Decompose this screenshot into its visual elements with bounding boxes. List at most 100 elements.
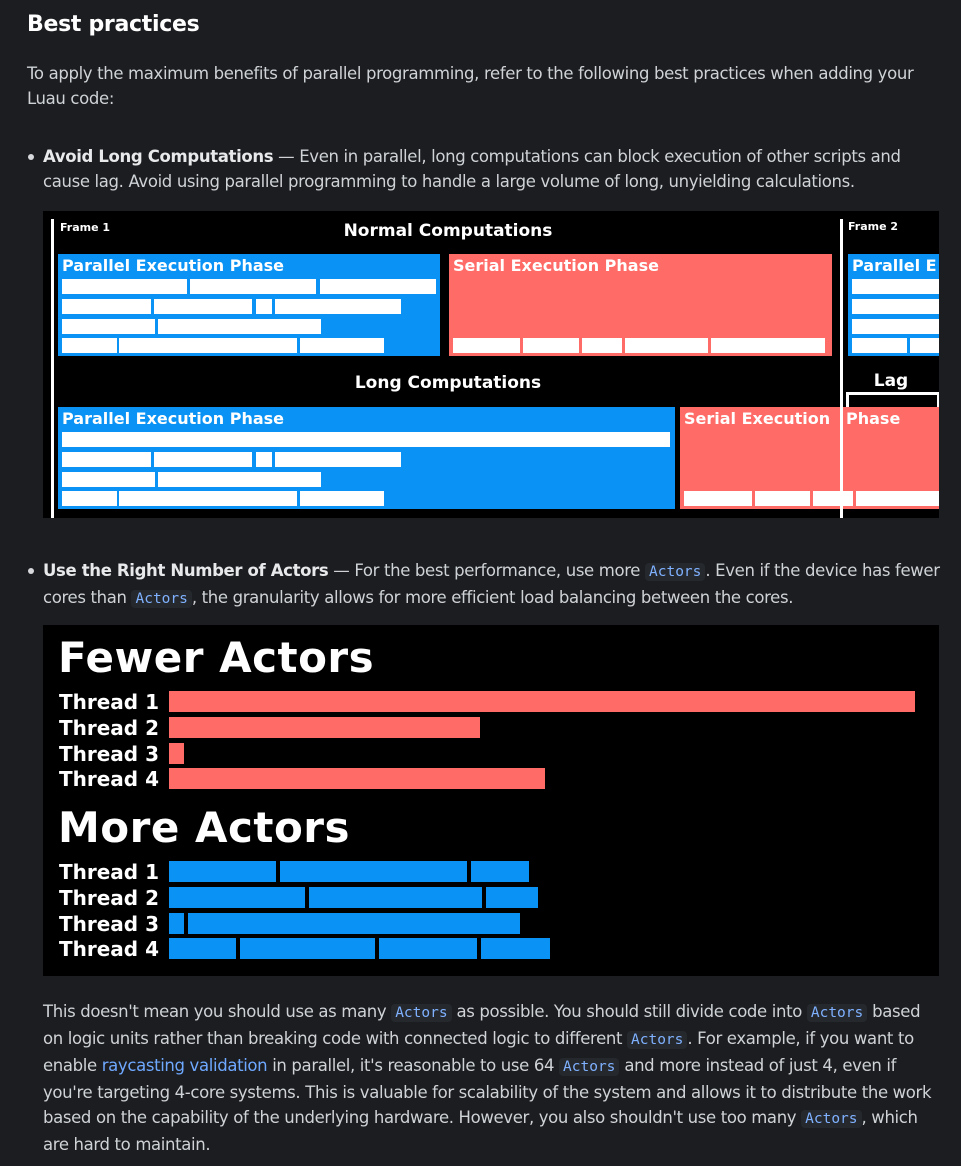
text: based on logic units rather than breakin… xyxy=(43,1002,921,1048)
thread-label: Thread 2 xyxy=(59,886,159,910)
work-block xyxy=(154,299,252,314)
work-block xyxy=(684,491,752,506)
fewer-actors-title: Fewer Actors xyxy=(58,633,375,682)
phase-title: Parallel Execution Phase xyxy=(62,409,285,428)
actor-block xyxy=(379,938,477,959)
actor-block xyxy=(240,938,375,959)
more-actors-title: More Actors xyxy=(58,803,351,852)
long-computations-title: Long Computations xyxy=(354,373,542,393)
actors-code[interactable]: Actors xyxy=(391,1004,452,1022)
work-block xyxy=(62,299,151,314)
work-block xyxy=(62,472,155,487)
intro-paragraph: To apply the maximum benefits of paralle… xyxy=(27,64,914,108)
actor-block xyxy=(481,938,550,959)
phase-title: Parallel Execution Phase xyxy=(62,256,285,275)
thread-label: Thread 3 xyxy=(59,742,159,766)
bullet-dot xyxy=(28,154,34,160)
text: as possible. You should still divide cod… xyxy=(451,1002,807,1021)
actor-block xyxy=(169,861,276,882)
lag-label: Lag xyxy=(873,371,909,391)
bullet-dash: — xyxy=(273,147,300,166)
work-block xyxy=(300,491,384,506)
phase-title-continued: Phase xyxy=(846,409,901,428)
work-block xyxy=(158,472,321,487)
work-block xyxy=(852,279,939,294)
work-block xyxy=(62,319,155,334)
work-block xyxy=(755,491,810,506)
bullet-dot xyxy=(28,568,34,574)
bullet-text: . Even if the device has fewer cores tha… xyxy=(43,561,940,607)
actors-code[interactable]: Actors xyxy=(801,1110,862,1128)
work-block xyxy=(582,338,622,353)
actors-code[interactable]: Actors xyxy=(559,1058,620,1076)
work-block xyxy=(62,452,151,467)
fewer-thread3-bar xyxy=(169,743,184,764)
raycasting-validation-link[interactable]: raycasting validation xyxy=(101,1056,268,1075)
frame1-label: Frame 1 xyxy=(60,221,111,234)
actors-code[interactable]: Actors xyxy=(131,590,192,608)
actor-block xyxy=(169,913,184,934)
normal-serial-phase: Serial Execution Phase xyxy=(449,254,832,356)
frame2-label: Frame 2 xyxy=(848,220,899,233)
text: This doesn't mean you should use as many xyxy=(43,1002,392,1021)
actor-block xyxy=(486,887,538,908)
lag-bracket xyxy=(846,392,939,407)
bullet-text: Even in parallel, long computations can … xyxy=(43,147,901,191)
thread-label: Thread 3 xyxy=(59,912,159,936)
actors-code[interactable]: Actors xyxy=(645,563,706,581)
work-block xyxy=(856,491,939,506)
thread-label: Thread 1 xyxy=(59,690,159,714)
work-block xyxy=(62,338,117,353)
bullet-text: , the granularity allows for more effici… xyxy=(191,588,794,607)
section-heading: Best practices xyxy=(27,12,200,37)
phase-title: Serial Execution xyxy=(684,409,831,428)
phase-title: Serial Execution Phase xyxy=(453,256,659,275)
actors-code[interactable]: Actors xyxy=(627,1031,688,1049)
work-block xyxy=(190,279,316,294)
thread-label: Thread 2 xyxy=(59,716,159,740)
phase-title: Parallel E xyxy=(852,256,937,275)
work-block xyxy=(300,338,384,353)
thread-label: Thread 1 xyxy=(59,860,159,884)
frame2-line-overlay xyxy=(840,407,843,518)
bullet-title: Use the Right Number of Actors xyxy=(43,561,329,580)
thread-label: Thread 4 xyxy=(59,937,159,961)
actor-block xyxy=(188,913,520,934)
actor-block xyxy=(280,861,467,882)
work-block xyxy=(320,279,436,294)
thread-label: Thread 4 xyxy=(59,767,159,791)
bullet-title: Avoid Long Computations xyxy=(43,147,274,166)
bullet-dash: — xyxy=(328,561,355,580)
work-block xyxy=(62,279,187,294)
fewer-thread1-bar xyxy=(169,691,915,712)
work-block xyxy=(453,338,520,353)
work-block xyxy=(256,299,272,314)
normal-computations-title: Normal Computations xyxy=(343,221,553,241)
work-block xyxy=(852,338,907,353)
frame1-line xyxy=(51,219,54,518)
text: . For example, if you want to enable xyxy=(43,1029,914,1075)
work-block xyxy=(910,338,939,353)
bullet-avoid-long-computations: Avoid Long Computations — Even in parall… xyxy=(43,144,933,194)
fewer-thread4-bar xyxy=(169,768,545,789)
work-block xyxy=(852,299,939,314)
work-block xyxy=(275,299,401,314)
work-block xyxy=(275,452,401,467)
work-block xyxy=(523,338,579,353)
actors-diagram: Fewer Actors Thread 1 Thread 2 Thread 3 … xyxy=(43,625,939,976)
actor-block xyxy=(309,887,482,908)
computations-diagram: Frame 1 Frame 2 Normal Computations Para… xyxy=(43,211,939,518)
text: , which are hard to maintain. xyxy=(43,1108,918,1154)
normal-parallel-phase: Parallel Execution Phase xyxy=(58,254,440,356)
frame2-line xyxy=(840,219,843,518)
work-block xyxy=(119,338,297,353)
actors-code[interactable]: Actors xyxy=(806,1004,868,1022)
bullet-right-number-of-actors: Use the Right Number of Actors — For the… xyxy=(43,558,948,612)
work-block xyxy=(852,319,939,334)
actor-block xyxy=(471,861,529,882)
text: and more instead of just 4, even if you'… xyxy=(43,1056,932,1127)
text: in parallel, it's reasonable to use 64 xyxy=(267,1056,560,1075)
work-block xyxy=(62,491,117,506)
long-parallel-phase: Parallel Execution Phase xyxy=(58,407,675,509)
work-block xyxy=(711,338,825,353)
